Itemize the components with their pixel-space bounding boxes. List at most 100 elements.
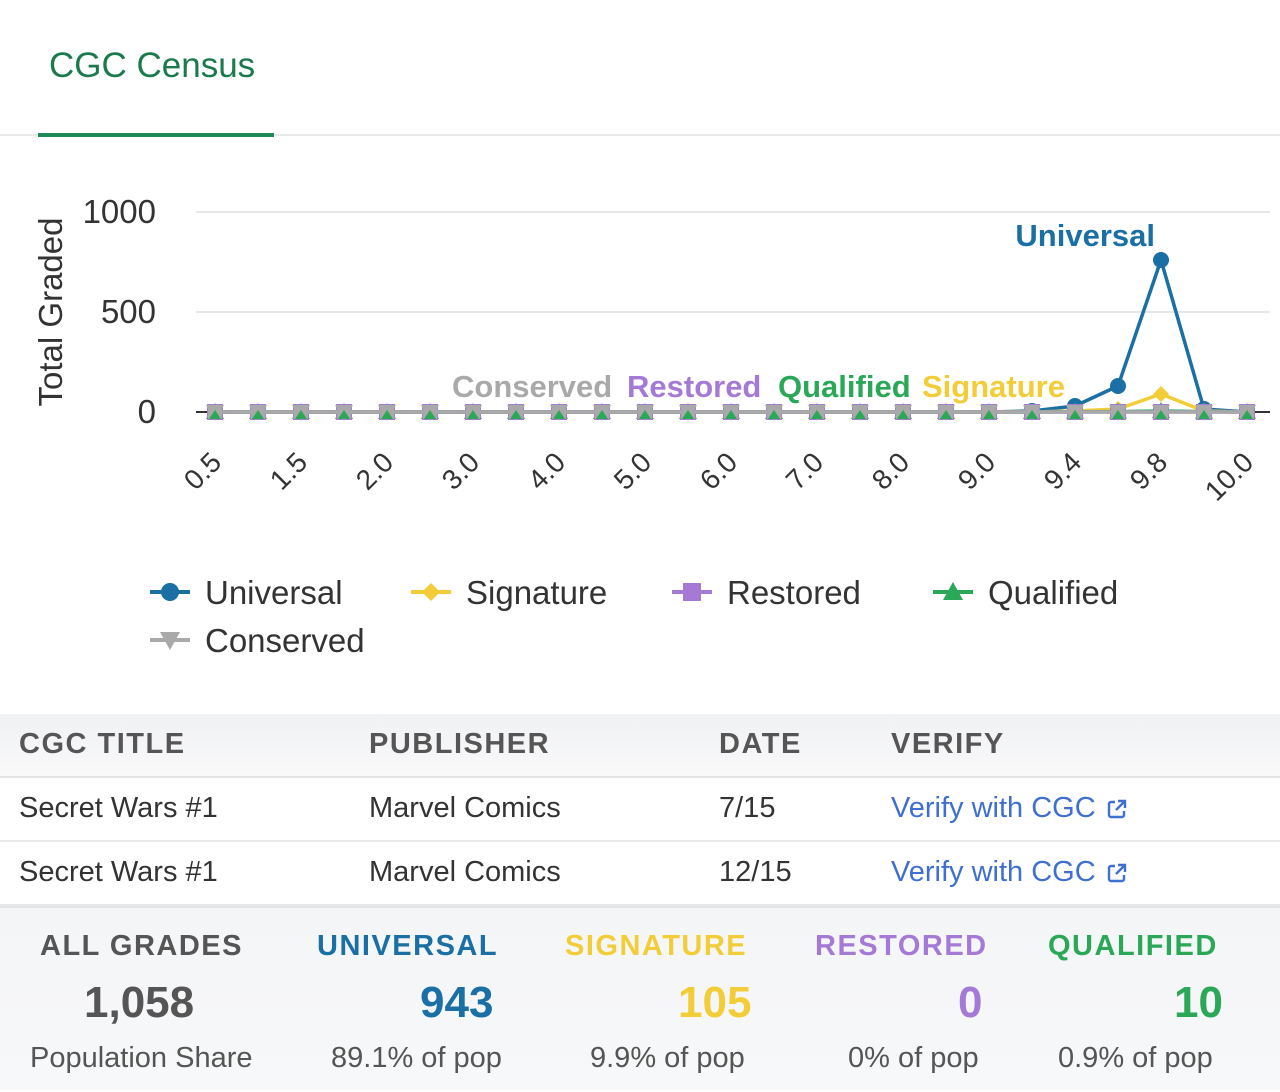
- table-row: Secret Wars #1 Marvel Comics 12/15 Verif…: [0, 842, 1280, 906]
- summary-share: 89.1% of pop: [331, 1042, 502, 1074]
- data-point-qualified: [467, 410, 479, 419]
- table-row: Secret Wars #1 Marvel Comics 7/15 Verify…: [0, 778, 1280, 842]
- summary-share: 0% of pop: [848, 1042, 979, 1074]
- annotation-restored: Restored: [627, 369, 761, 404]
- summary-label: UNIVERSAL: [317, 930, 499, 962]
- summary-universal: UNIVERSAL 943 89.1% of pop: [260, 908, 520, 1092]
- data-point-qualified: [1026, 410, 1038, 419]
- summary-signature: SIGNATURE 105 9.9% of pop: [510, 908, 770, 1092]
- y-axis-title: Total Graded: [32, 218, 69, 407]
- legend-marker-qualified: [943, 582, 963, 600]
- summary-value: 943: [420, 978, 494, 1027]
- row-date: 7/15: [719, 792, 776, 824]
- verify-with-cgc-link[interactable]: Verify with CGC: [891, 792, 1128, 825]
- summary-label: ALL GRADES: [40, 930, 243, 962]
- data-point-qualified: [381, 410, 393, 419]
- data-point-qualified: [338, 410, 350, 419]
- data-point-qualified: [639, 410, 651, 419]
- x-tick-label: 3.0: [436, 446, 485, 495]
- data-point-universal: [1153, 252, 1169, 268]
- y-tick-label: 500: [101, 293, 156, 330]
- data-point-qualified: [510, 410, 522, 419]
- row-title: Secret Wars #1: [19, 856, 218, 888]
- legend-label-qualified: Qualified: [988, 574, 1118, 611]
- data-point-qualified: [553, 410, 565, 419]
- data-point-qualified: [1241, 410, 1253, 419]
- data-point-qualified: [209, 410, 221, 419]
- row-publisher: Marvel Comics: [369, 792, 561, 824]
- data-point-qualified: [596, 410, 608, 419]
- row-date: 12/15: [719, 856, 792, 888]
- annotation-universal: Universal: [1015, 218, 1155, 253]
- legend-marker-restored: [683, 583, 701, 601]
- data-point-qualified: [725, 410, 737, 419]
- row-publisher: Marvel Comics: [369, 856, 561, 888]
- summary-label: RESTORED: [815, 930, 988, 962]
- verify-link-label: Verify with CGC: [891, 792, 1096, 824]
- tab-label: CGC Census: [49, 46, 256, 85]
- x-tick-label: 8.0: [866, 446, 915, 495]
- summary-value: 1,058: [84, 978, 195, 1027]
- verify-with-cgc-link[interactable]: Verify with CGC: [891, 856, 1128, 889]
- x-tick-label: 5.0: [608, 446, 657, 495]
- grade-summary: ALL GRADES 1,058 Population Share UNIVER…: [0, 906, 1280, 1090]
- column-header-title: CGC TITLE: [19, 728, 186, 760]
- y-tick-label: 0: [138, 393, 156, 430]
- x-tick-label: 4.0: [522, 446, 571, 495]
- data-point-qualified: [424, 410, 436, 419]
- data-point-qualified: [768, 410, 780, 419]
- annotation-signature: Signature: [922, 369, 1065, 404]
- annotation-conserved: Conserved: [452, 369, 612, 404]
- x-tick-label: 9.0: [952, 446, 1001, 495]
- data-point-qualified: [252, 410, 264, 419]
- summary-all-grades: ALL GRADES 1,058 Population Share: [12, 908, 272, 1092]
- column-header-publisher: PUBLISHER: [369, 728, 551, 760]
- summary-share: 0.9% of pop: [1058, 1042, 1213, 1074]
- x-tick-label: 1.5: [264, 446, 313, 495]
- summary-label: SIGNATURE: [565, 930, 748, 962]
- data-point-qualified: [897, 410, 909, 419]
- summary-qualified: QUALIFIED 10 0.9% of pop: [1000, 908, 1260, 1092]
- legend-label-restored: Restored: [727, 574, 861, 611]
- data-point-qualified: [811, 410, 823, 419]
- summary-share: 9.9% of pop: [590, 1042, 745, 1074]
- tab-cgc-census[interactable]: CGC Census: [38, 30, 274, 137]
- summary-value: 105: [678, 978, 752, 1027]
- column-header-verify: VERIFY: [891, 728, 1005, 760]
- verify-link-label: Verify with CGC: [891, 856, 1096, 888]
- data-point-qualified: [1112, 410, 1124, 419]
- data-point-signature: [1153, 386, 1169, 402]
- summary-value: 0: [958, 978, 983, 1027]
- summary-share: Population Share: [30, 1042, 253, 1074]
- data-point-qualified: [854, 410, 866, 419]
- data-point-qualified: [940, 410, 952, 419]
- data-point-qualified: [1198, 410, 1210, 419]
- legend-marker-conserved: [160, 632, 180, 650]
- row-title: Secret Wars #1: [19, 792, 218, 824]
- data-point-qualified: [983, 410, 995, 419]
- x-tick-label: 7.0: [780, 446, 829, 495]
- data-point-qualified: [682, 410, 694, 419]
- x-tick-label: 10.0: [1199, 446, 1259, 506]
- x-tick-label: 0.5: [178, 446, 227, 495]
- data-point-universal: [1110, 378, 1126, 394]
- x-tick-label: 9.4: [1038, 446, 1087, 495]
- annotation-qualified: Qualified: [778, 369, 911, 404]
- x-tick-label: 2.0: [350, 446, 399, 495]
- legend-marker-universal: [161, 583, 179, 601]
- y-tick-label: 1000: [83, 193, 156, 230]
- data-point-qualified: [1155, 410, 1167, 419]
- census-table: CGC TITLE PUBLISHER DATE VERIFY Secret W…: [0, 714, 1280, 906]
- legend-label-signature: Signature: [466, 574, 607, 611]
- external-link-icon: [1107, 864, 1126, 883]
- x-tick-label: 6.0: [694, 446, 743, 495]
- column-header-date: DATE: [719, 728, 802, 760]
- summary-label: QUALIFIED: [1048, 930, 1218, 962]
- summary-restored: RESTORED 0 0% of pop: [760, 908, 1020, 1092]
- legend-label-conserved: Conserved: [205, 622, 365, 659]
- data-point-qualified: [295, 410, 307, 419]
- table-header: CGC TITLE PUBLISHER DATE VERIFY: [0, 714, 1280, 778]
- summary-value: 10: [1174, 978, 1223, 1027]
- census-chart: 0 500 1000 Total Graded 0.5 1.5 2.0 3.0 4.0 5.0 6.…: [32, 193, 1270, 659]
- tab-bar: CGC Census: [0, 0, 1280, 137]
